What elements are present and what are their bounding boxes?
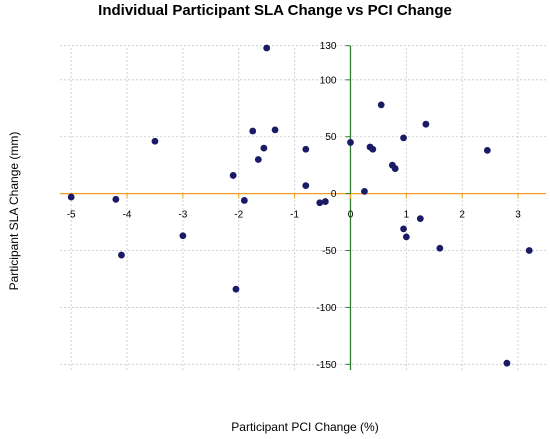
- x-axis-label: Participant PCI Change (%): [231, 420, 379, 434]
- x-tick-label: -2: [234, 210, 243, 221]
- data-point: [254, 156, 262, 163]
- chart-title: Individual Participant SLA Change vs PCI…: [98, 2, 452, 19]
- y-tick-label: -50: [322, 246, 337, 257]
- data-point: [249, 127, 257, 135]
- data-point: [400, 134, 407, 142]
- data-point: [400, 225, 407, 233]
- x-tick-label: -5: [67, 210, 76, 221]
- x-tick-label: -4: [123, 210, 132, 221]
- tick-labels: -5 -4 -3 -2 -1 0 1 2 3 -150 -100 -50 0 50 100 130: [67, 41, 522, 371]
- y-tick-label: -100: [316, 303, 336, 314]
- data-point: [302, 182, 310, 190]
- x-tick-label: -3: [178, 210, 187, 221]
- x-tick-label: 2: [459, 210, 465, 221]
- y-tick-label: 100: [320, 75, 337, 86]
- y-tick-label: 130: [320, 41, 337, 52]
- data-point: [483, 146, 491, 154]
- data-point: [422, 120, 430, 128]
- grid-lines: [60, 45, 546, 370]
- data-point: [391, 165, 399, 172]
- data-point: [377, 101, 385, 109]
- data-point: [321, 198, 329, 205]
- x-tick-label: 0: [348, 210, 354, 221]
- data-point: [151, 137, 159, 145]
- data-point: [369, 145, 377, 153]
- data-point: [67, 193, 75, 201]
- data-point: [416, 215, 424, 223]
- data-point: [525, 247, 533, 254]
- y-tick-label: 50: [325, 132, 337, 143]
- data-point: [361, 187, 368, 195]
- data-point: [179, 232, 187, 240]
- data-point: [347, 139, 354, 146]
- data-point: [402, 233, 410, 241]
- y-tick-label: -150: [316, 360, 336, 371]
- data-points: [67, 44, 533, 367]
- data-point: [271, 126, 279, 134]
- data-point: [232, 285, 240, 293]
- data-point: [316, 199, 324, 207]
- data-point: [302, 145, 310, 153]
- y-tick-label: 0: [331, 189, 337, 200]
- x-tick-label: -1: [290, 210, 299, 221]
- data-point: [229, 172, 237, 179]
- data-point: [263, 44, 271, 52]
- data-point: [260, 144, 268, 152]
- x-tick-label: 3: [515, 210, 521, 221]
- data-point: [118, 251, 125, 259]
- data-point: [503, 359, 511, 367]
- data-point: [240, 197, 248, 204]
- axes: [60, 45, 546, 370]
- data-point: [112, 195, 120, 203]
- data-point: [436, 244, 444, 252]
- x-tick-label: 1: [404, 210, 410, 221]
